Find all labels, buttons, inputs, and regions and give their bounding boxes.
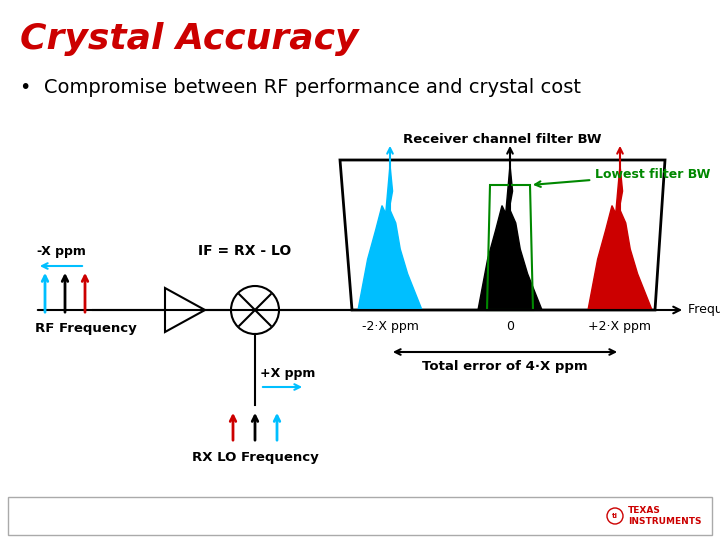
Text: ti: ti	[612, 513, 618, 519]
Polygon shape	[588, 165, 652, 310]
Polygon shape	[358, 165, 422, 310]
Text: Total error of 4·X ppm: Total error of 4·X ppm	[422, 360, 588, 373]
Polygon shape	[478, 165, 542, 310]
Text: +X ppm: +X ppm	[260, 367, 315, 380]
Text: -2·X ppm: -2·X ppm	[361, 320, 418, 333]
Text: -X ppm: -X ppm	[37, 245, 86, 258]
Text: IF = RX - LO: IF = RX - LO	[199, 244, 292, 258]
Text: Crystal Accuracy: Crystal Accuracy	[20, 22, 359, 56]
Text: TEXAS
INSTRUMENTS: TEXAS INSTRUMENTS	[628, 506, 701, 526]
Text: RF Frequency: RF Frequency	[35, 322, 137, 335]
Text: Frequency offset: Frequency offset	[688, 303, 720, 316]
Text: Lowest filter BW: Lowest filter BW	[535, 168, 711, 187]
Text: Receiver channel filter BW: Receiver channel filter BW	[403, 133, 602, 146]
Text: •  Compromise between RF performance and crystal cost: • Compromise between RF performance and …	[20, 78, 581, 97]
Text: +2·X ppm: +2·X ppm	[588, 320, 652, 333]
FancyBboxPatch shape	[8, 497, 712, 535]
Text: RX LO Frequency: RX LO Frequency	[192, 451, 318, 464]
Text: 0: 0	[506, 320, 514, 333]
